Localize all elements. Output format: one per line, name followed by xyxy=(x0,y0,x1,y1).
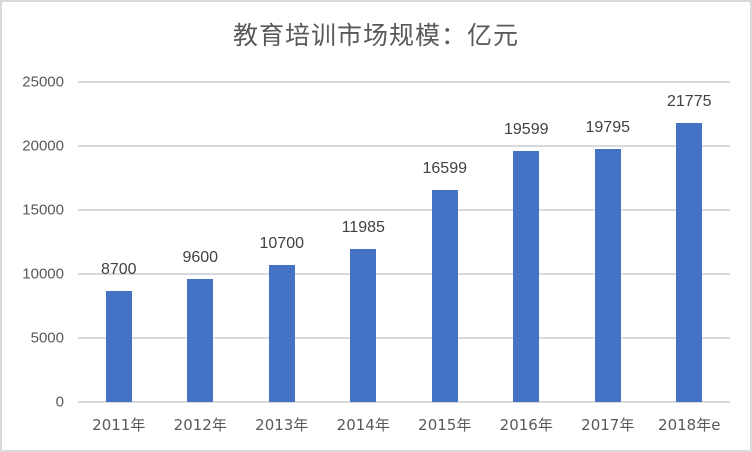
data-label: 10700 xyxy=(259,235,305,253)
x-axis-tick-label: 2012年 xyxy=(173,416,227,434)
bar xyxy=(676,123,703,402)
bar xyxy=(187,279,214,402)
y-axis-tick-label: 25000 xyxy=(22,73,64,91)
bar xyxy=(513,151,540,402)
data-label: 8700 xyxy=(100,260,137,278)
data-label: 19599 xyxy=(504,121,549,139)
bar xyxy=(594,148,621,402)
x-axis-tick-label: 2017年 xyxy=(581,416,635,434)
data-label: 19795 xyxy=(585,118,631,136)
gridline xyxy=(78,273,730,275)
y-axis-tick-label: 20000 xyxy=(22,137,64,155)
x-axis-tick-label: 2014年 xyxy=(336,416,390,434)
x-axis-tick-label: 2018年e xyxy=(658,416,721,434)
bar xyxy=(105,290,132,402)
chart-title: 教育培训市场规模：亿元 xyxy=(232,21,519,50)
bar xyxy=(350,248,377,402)
y-axis-tick-label: 5000 xyxy=(30,329,64,347)
y-axis-tick-label: 15000 xyxy=(22,201,64,219)
data-label: 11985 xyxy=(341,218,385,236)
x-axis-tick-label: 2011年 xyxy=(92,416,146,434)
x-axis-tick-label: 2015年 xyxy=(418,416,472,434)
x-axis-tick-label: 2013年 xyxy=(255,416,309,434)
y-axis-tick-label: 10000 xyxy=(22,265,64,283)
bar xyxy=(431,189,458,402)
gridline xyxy=(78,401,730,403)
bar xyxy=(268,265,295,402)
gridline xyxy=(78,209,730,211)
x-axis-tick-label: 2016年 xyxy=(499,416,553,434)
gridline xyxy=(78,337,730,339)
data-label: 16599 xyxy=(422,159,468,177)
data-label: 9600 xyxy=(182,249,219,267)
gridline xyxy=(78,145,730,147)
gridline xyxy=(78,81,730,83)
y-axis-tick-label: 0 xyxy=(55,393,64,411)
data-label: 21775 xyxy=(667,93,712,111)
